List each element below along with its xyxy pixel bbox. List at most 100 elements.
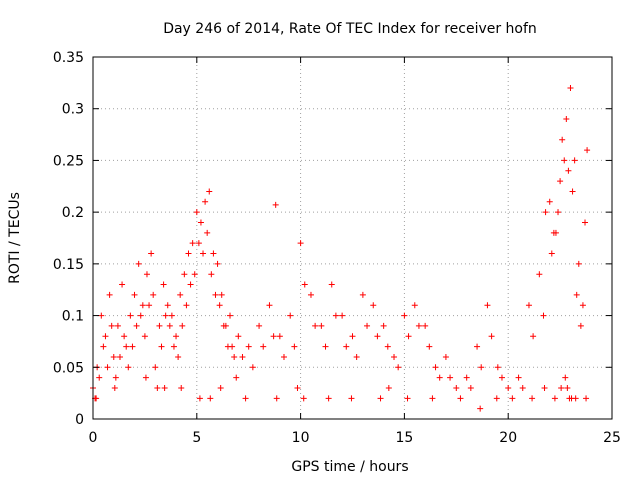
data-point (114, 322, 121, 329)
data-point (572, 395, 579, 402)
data-point (442, 353, 449, 360)
x-tick-label: 5 (192, 430, 201, 446)
data-point (146, 302, 153, 309)
data-point (112, 374, 119, 381)
data-point (384, 343, 391, 350)
data-point (349, 333, 356, 340)
data-point (575, 260, 582, 267)
data-point (231, 353, 238, 360)
data-point (245, 343, 252, 350)
x-tick-label: 25 (603, 430, 621, 446)
data-point (150, 291, 157, 298)
tick-labels: 0 5 10 15 20 25 0 0.05 0.1 0.15 0.2 0.25 0.3 0.35 (53, 50, 621, 446)
data-point (195, 240, 202, 247)
data-point (249, 364, 256, 371)
data-point (106, 291, 113, 298)
data-point (123, 343, 130, 350)
data-point (493, 395, 500, 402)
data-point (536, 271, 543, 278)
data-point (154, 384, 161, 391)
data-point (558, 384, 565, 391)
data-point (214, 260, 221, 267)
data-point (235, 333, 242, 340)
data-point (395, 364, 402, 371)
data-point (207, 395, 214, 402)
data-point (273, 395, 280, 402)
y-tick-label: 0.3 (62, 102, 84, 118)
x-tick-label: 10 (292, 430, 310, 446)
data-point (385, 384, 392, 391)
data-point (569, 188, 576, 195)
data-point (127, 312, 134, 319)
data-point (239, 353, 246, 360)
data-point (312, 322, 319, 329)
data-point (463, 374, 470, 381)
data-point (328, 281, 335, 288)
data-point (301, 281, 308, 288)
data-point (562, 374, 569, 381)
data-point (218, 291, 225, 298)
data-point (557, 178, 564, 185)
data-point (108, 322, 115, 329)
data-point (307, 291, 314, 298)
data-point (202, 198, 209, 205)
data-point (143, 271, 150, 278)
data-point (429, 395, 436, 402)
data-point (141, 333, 148, 340)
data-point (242, 395, 249, 402)
data-point (164, 302, 171, 309)
data-point (139, 302, 146, 309)
data-point (110, 353, 117, 360)
plot-frame (92, 56, 613, 420)
data-point (505, 384, 512, 391)
y-tick-label: 0.1 (62, 309, 84, 325)
data-point (111, 384, 118, 391)
data-point (185, 250, 192, 257)
data-point (509, 395, 516, 402)
data-point (208, 271, 215, 278)
data-point (332, 312, 339, 319)
x-axis-label: GPS time / hours (291, 459, 408, 475)
data-point (276, 333, 283, 340)
data-point (529, 395, 536, 402)
data-point (98, 312, 105, 319)
data-point (565, 167, 572, 174)
data-point (204, 229, 211, 236)
data-point (494, 364, 501, 371)
data-point (457, 395, 464, 402)
data-point (200, 250, 207, 257)
data-point (551, 395, 558, 402)
data-point (478, 364, 485, 371)
y-tick-label: 0 (75, 412, 84, 428)
data-point (343, 343, 350, 350)
data-point (177, 291, 184, 298)
data-point (193, 209, 200, 216)
data-point (519, 384, 526, 391)
data-point (405, 333, 412, 340)
data-point (300, 395, 307, 402)
data-point (160, 281, 167, 288)
data-point (142, 374, 149, 381)
data-point (104, 364, 111, 371)
data-point (137, 312, 144, 319)
data-point (196, 395, 203, 402)
data-point (583, 395, 590, 402)
data-point (573, 291, 580, 298)
data-point (152, 364, 159, 371)
data-point (187, 281, 194, 288)
data-point (364, 322, 371, 329)
data-point (233, 374, 240, 381)
chart-title: Day 246 of 2014, Rate Of TEC Index for r… (163, 21, 537, 37)
data-point (270, 333, 277, 340)
data-point (380, 322, 387, 329)
data-point (432, 364, 439, 371)
y-tick-label: 0.35 (53, 50, 84, 66)
y-tick-label: 0.05 (53, 360, 84, 376)
data-point (220, 322, 227, 329)
data-point (488, 333, 495, 340)
data-point (325, 395, 332, 402)
data-point (540, 312, 547, 319)
data-point (561, 157, 568, 164)
data-point (156, 322, 163, 329)
data-point (216, 302, 223, 309)
